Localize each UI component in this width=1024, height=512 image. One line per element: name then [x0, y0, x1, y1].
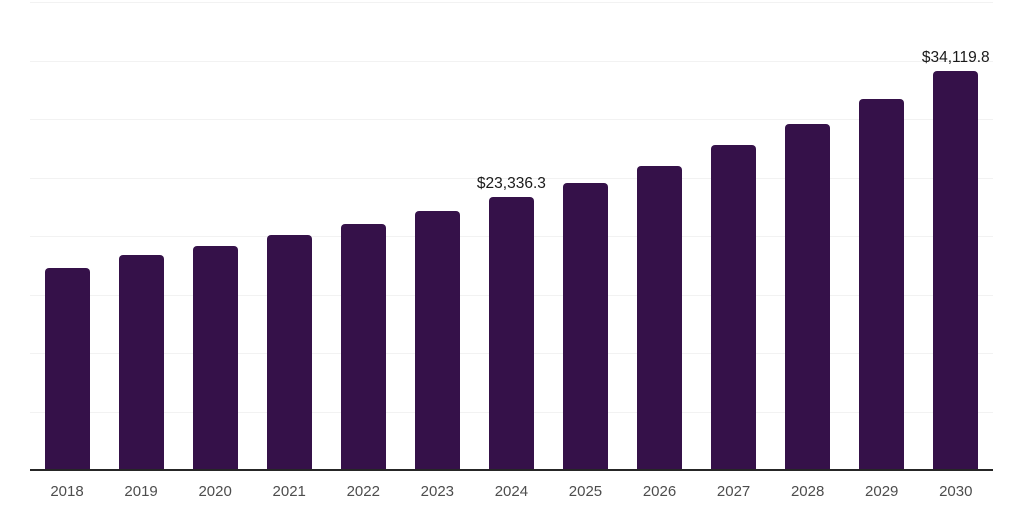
- bar-2024: [488, 196, 534, 470]
- x-tick-label: 2030: [939, 483, 973, 500]
- x-tick-label: 2028: [790, 483, 825, 500]
- x-tick-label: 2024: [494, 483, 529, 500]
- bar-cell: [326, 2, 400, 470]
- gridline: [30, 177, 993, 179]
- bar-cell: [548, 2, 622, 470]
- bar-2018: [44, 267, 90, 470]
- bars: $23,336.3 $34,119.8: [30, 2, 993, 470]
- x-axis-line: [30, 469, 993, 471]
- bar-cell: [104, 2, 178, 470]
- x-tick-label: 2023: [420, 483, 455, 500]
- x-tick-label: 2021: [272, 483, 306, 500]
- plot-area: $23,336.3 $34,119.8: [30, 2, 993, 471]
- bar-cell: [697, 2, 771, 470]
- bar-cell: $23,336.3: [474, 2, 548, 470]
- x-tick-label: 2019: [124, 483, 158, 500]
- bar-2019: [118, 255, 164, 470]
- x-tick-label: 2018: [50, 483, 84, 500]
- bar-2025: [562, 183, 608, 470]
- bar-cell: [30, 2, 104, 470]
- bar-2030: [933, 70, 979, 470]
- gridline: [30, 60, 993, 62]
- bar-2022: [340, 223, 386, 470]
- bar-cell: [178, 2, 252, 470]
- gridline: [30, 119, 993, 120]
- x-tick-label: 2029: [865, 483, 899, 500]
- bar-2028: [785, 123, 831, 470]
- bar-cell: [400, 2, 474, 470]
- bar-value-label: $34,119.8: [921, 48, 990, 66]
- bar-2020: [192, 245, 238, 470]
- x-tick-label: 2025: [568, 483, 603, 500]
- gridline: [30, 2, 993, 3]
- x-axis-labels: 2018 2019 2020 2021 2022 2023 2024 2025 2026 2027…: [30, 482, 993, 502]
- bar-cell: [252, 2, 326, 470]
- bar-2023: [414, 210, 460, 470]
- bar-cell: [845, 2, 919, 470]
- bar-2021: [266, 234, 312, 470]
- bar-2027: [711, 144, 757, 470]
- bar-cell: $34,119.8: [919, 2, 993, 470]
- x-tick-label: 2022: [346, 483, 380, 500]
- bar-cell: [623, 2, 697, 470]
- x-tick-label: 2020: [198, 483, 232, 500]
- x-tick-label: 2026: [642, 483, 677, 500]
- x-tick-label: 2027: [716, 483, 751, 500]
- bar-2026: [637, 165, 683, 470]
- bar-value-label: $23,336.3: [476, 174, 546, 192]
- bar-2029: [859, 99, 905, 470]
- bar-cell: [771, 2, 845, 470]
